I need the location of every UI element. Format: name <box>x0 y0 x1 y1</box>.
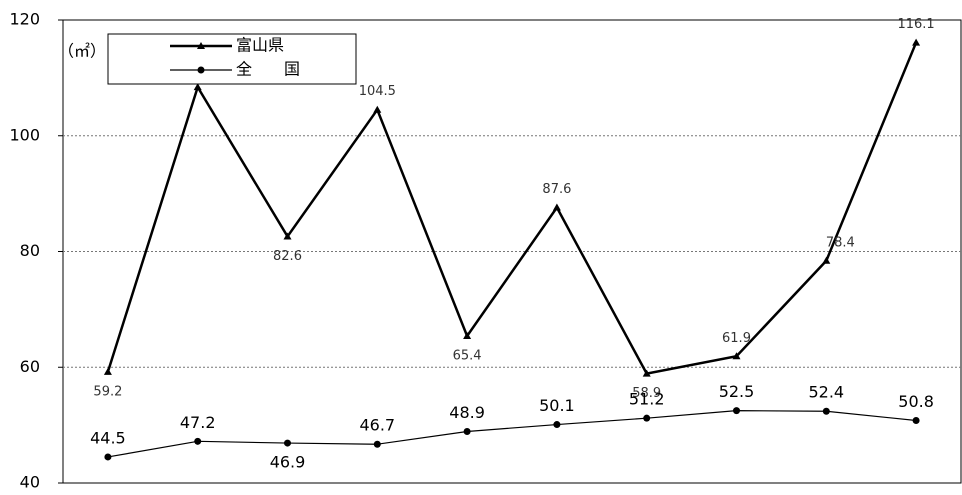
data-label: 104.5 <box>359 84 396 99</box>
y-unit-label: （㎡） <box>58 42 106 61</box>
y-tick-label: 80 <box>20 241 40 260</box>
data-label: 44.5 <box>90 428 126 447</box>
legend-label: 全 国 <box>236 60 300 79</box>
series-line <box>107 410 917 458</box>
data-label: 82.6 <box>273 249 302 264</box>
data-label: 51.2 <box>629 390 665 409</box>
marker <box>373 440 381 448</box>
data-label: 87.6 <box>542 182 571 197</box>
marker <box>373 105 382 113</box>
data-label: 59.2 <box>93 384 122 399</box>
marker <box>463 427 471 435</box>
marker <box>194 437 202 445</box>
marker <box>553 421 561 429</box>
data-label: 116.1 <box>897 17 934 32</box>
marker <box>642 369 651 377</box>
marker <box>643 414 651 422</box>
legend-box <box>107 33 357 85</box>
marker <box>284 439 291 447</box>
legend-marker <box>197 42 205 49</box>
marker <box>552 203 561 211</box>
series-line <box>106 42 918 376</box>
y-tick-label: 40 <box>20 473 40 492</box>
data-label: 47.2 <box>180 413 216 432</box>
legend-marker <box>197 66 205 74</box>
marker <box>912 416 920 424</box>
data-label: 50.1 <box>539 396 575 415</box>
data-label: 61.9 <box>722 331 751 346</box>
marker <box>283 232 292 240</box>
data-label: 48.9 <box>449 403 485 422</box>
legend-label: 富山県 <box>236 36 284 55</box>
y-tick-label: 60 <box>20 357 40 376</box>
data-label: 46.9 <box>270 453 306 472</box>
data-label: 65.4 <box>453 348 482 363</box>
y-tick-label: 100 <box>9 125 40 144</box>
marker <box>732 352 741 360</box>
data-label: 58.9 <box>632 386 661 401</box>
y-tick-label: 120 <box>9 10 40 29</box>
marker <box>103 367 112 375</box>
data-label: 46.7 <box>359 416 395 435</box>
marker <box>822 256 831 264</box>
marker <box>193 83 202 91</box>
marker <box>733 407 740 415</box>
marker <box>912 38 921 46</box>
marker <box>822 407 830 415</box>
data-label: 50.8 <box>898 392 934 411</box>
marker <box>104 453 112 461</box>
data-label: 52.4 <box>808 383 844 402</box>
data-label: 78.4 <box>826 235 855 250</box>
marker <box>463 331 472 339</box>
data-label: 52.5 <box>719 382 755 401</box>
